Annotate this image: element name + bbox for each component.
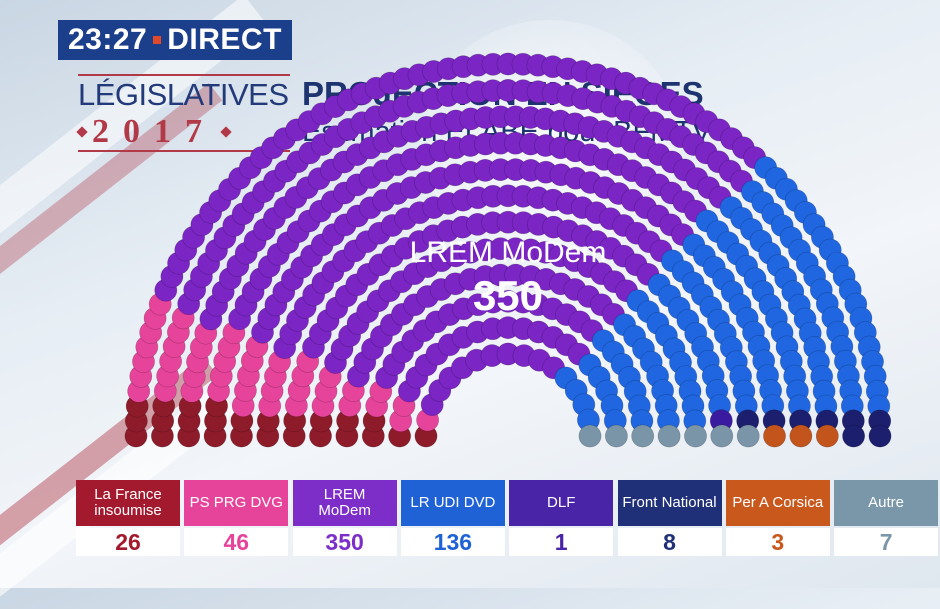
seat-mark xyxy=(736,424,760,448)
legend-seat-count: 1 xyxy=(509,528,614,556)
legend-item: PS PRG DVG 46 xyxy=(184,480,289,556)
brand-year-row: 2017 xyxy=(76,113,290,152)
legend-seat-count: 7 xyxy=(834,528,939,556)
live-dot-icon xyxy=(153,36,162,44)
legend-seat-count: 26 xyxy=(76,528,180,556)
seat-mark xyxy=(605,424,628,448)
live-clock-badge: 23:27 DIRECT xyxy=(58,20,292,60)
legend-item: DLF 1 xyxy=(509,480,614,556)
legend-seat-count: 46 xyxy=(184,528,289,556)
live-label: DIRECT xyxy=(167,23,282,56)
seat-mark xyxy=(815,424,839,448)
highlight-party-label: LREM MoDem xyxy=(410,236,607,269)
legend-party-label: Per A Corsica xyxy=(725,480,830,526)
seat-mark xyxy=(842,424,866,448)
brand-year: 2017 xyxy=(92,113,216,150)
seat-mark xyxy=(789,424,813,448)
legend-item: LR UDI DVD 136 xyxy=(400,480,505,556)
election-brand: LÉGISLATIVES 2017 xyxy=(76,74,290,152)
legend-party-label: DLF xyxy=(509,480,614,526)
seat-mark xyxy=(710,424,734,448)
clock-time: 23:27 xyxy=(68,23,148,56)
legend-item: Autre 7 xyxy=(834,480,939,556)
party-legend: La France insoumise 26 PS PRG DVG 46 LREM Mo… xyxy=(76,480,940,556)
legend-item: La France insoumise 26 xyxy=(76,480,180,556)
legend-seat-count: 136 xyxy=(400,528,505,556)
seat-mark xyxy=(578,424,602,448)
legend-seat-count: 350 xyxy=(292,528,397,556)
seat-mark xyxy=(684,424,707,448)
brand-title: LÉGISLATIVES xyxy=(78,74,290,112)
seat-mark xyxy=(657,424,681,448)
legend-seat-count: 8 xyxy=(617,528,722,556)
highlight-party-value: 350 xyxy=(473,272,543,319)
legend-party-label: La France insoumise xyxy=(76,480,180,526)
legend-party-label: LR UDI DVD xyxy=(400,480,505,526)
legend-party-label: Autre xyxy=(834,480,939,526)
legend-party-label: Front National xyxy=(617,480,722,526)
legend-item: LREM MoDem 350 xyxy=(292,480,397,556)
legend-party-label: PS PRG DVG xyxy=(184,480,289,526)
legend-item: Front National 8 xyxy=(617,480,722,556)
seat-mark xyxy=(868,424,892,448)
legend-item: Per A Corsica 3 xyxy=(725,480,830,556)
legend-party-label: LREM MoDem xyxy=(292,480,397,526)
seat-mark xyxy=(763,424,786,448)
hemicycle-chart: LREM MoDem 350 xyxy=(124,52,892,448)
legend-seat-count: 3 xyxy=(725,528,830,556)
seat-mark xyxy=(631,424,655,448)
